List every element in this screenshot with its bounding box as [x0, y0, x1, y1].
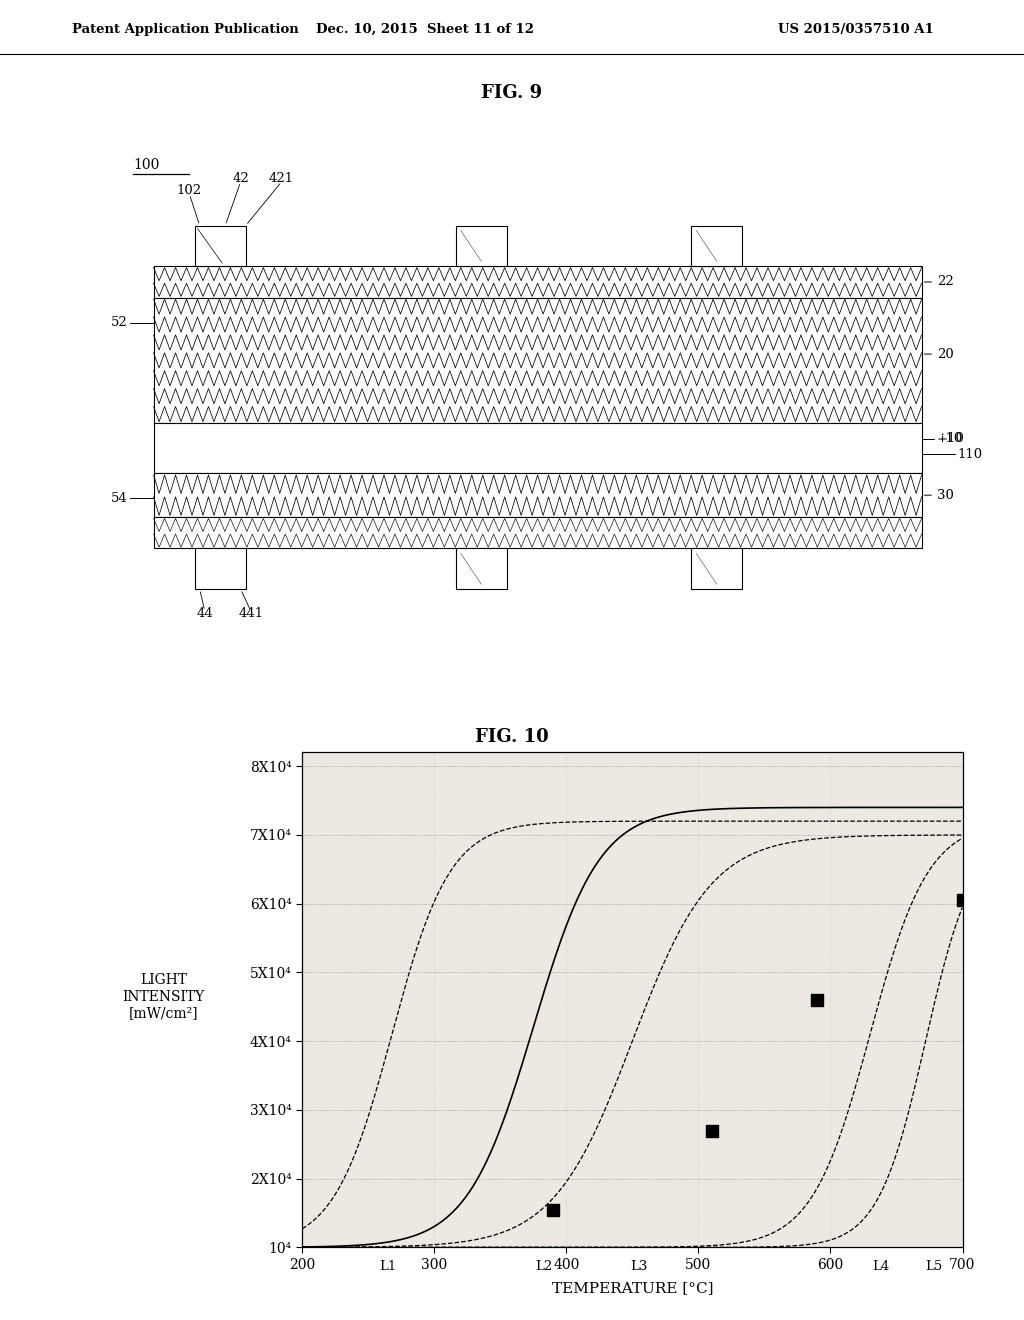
Text: L1: L1 — [379, 1259, 396, 1272]
Text: Dec. 10, 2015  Sheet 11 of 12: Dec. 10, 2015 Sheet 11 of 12 — [316, 22, 534, 36]
Bar — [195, 226, 246, 267]
Point — [545, 1199, 561, 1220]
Text: L4: L4 — [872, 1259, 889, 1272]
Bar — [691, 226, 742, 267]
Bar — [154, 267, 922, 298]
Text: 44: 44 — [197, 607, 213, 620]
Bar — [154, 517, 922, 549]
Bar — [154, 298, 922, 422]
Point — [809, 990, 825, 1011]
Text: 102: 102 — [177, 185, 202, 197]
Text: Patent Application Publication: Patent Application Publication — [72, 22, 298, 36]
Text: 110: 110 — [957, 447, 983, 461]
Text: 22: 22 — [925, 276, 953, 289]
Text: FIG. 9: FIG. 9 — [481, 84, 543, 103]
Bar — [154, 474, 922, 517]
Text: 52: 52 — [112, 317, 128, 329]
X-axis label: TEMPERATURE [°C]: TEMPERATURE [°C] — [552, 1282, 713, 1295]
Text: 441: 441 — [239, 607, 263, 620]
Bar — [456, 226, 507, 267]
Point — [703, 1119, 720, 1140]
Text: 42: 42 — [232, 172, 249, 185]
Text: L5: L5 — [925, 1259, 942, 1272]
Bar — [195, 549, 246, 589]
Text: LIGHT
INTENSITY
[mW/cm²]: LIGHT INTENSITY [mW/cm²] — [123, 973, 205, 1020]
Text: 30: 30 — [925, 488, 953, 502]
Bar — [691, 549, 742, 589]
Text: 10: 10 — [937, 432, 963, 445]
Text: 421: 421 — [269, 172, 294, 185]
Text: US 2015/0357510 A1: US 2015/0357510 A1 — [778, 22, 934, 36]
Text: FIG. 10: FIG. 10 — [475, 727, 549, 746]
Text: 100: 100 — [133, 158, 160, 173]
Point — [954, 890, 971, 911]
Text: 20: 20 — [925, 347, 953, 360]
Text: L3: L3 — [630, 1259, 647, 1272]
Text: ∔10: ∔10 — [937, 432, 965, 445]
Bar — [456, 549, 507, 589]
Bar — [154, 422, 922, 474]
Text: L2: L2 — [536, 1259, 552, 1272]
Text: 54: 54 — [112, 492, 128, 504]
